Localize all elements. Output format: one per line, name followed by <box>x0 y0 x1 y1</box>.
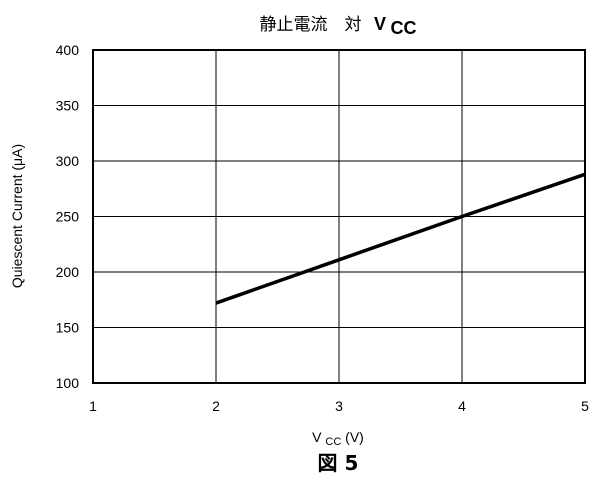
chart-title-prefix: 静止電流 対 <box>260 15 362 35</box>
chart-title-sub: CC <box>390 18 416 38</box>
series-line <box>215 172 586 305</box>
y-axis-label: Quiescent Current (μA) <box>9 144 25 288</box>
y-tick-labels: 100 150 200 250 300 350 400 <box>56 42 80 391</box>
y-tick-label: 100 <box>56 375 80 391</box>
x-axis-label: V CC (V) <box>312 429 364 448</box>
y-tick-label: 400 <box>56 42 80 58</box>
x-axis-label-sub: CC <box>325 436 341 448</box>
x-tick-labels: 1 2 3 4 5 <box>89 398 589 414</box>
x-axis-label-unit: (V) <box>345 429 364 445</box>
plot-frame <box>92 49 586 384</box>
x-axis-label-var: V <box>312 429 322 445</box>
x-tick-label: 4 <box>458 398 466 414</box>
x-tick-label: 5 <box>581 398 589 414</box>
figure-caption: 図 5 <box>318 451 359 475</box>
x-tick-label: 2 <box>212 398 220 414</box>
y-tick-label: 150 <box>56 320 80 336</box>
chart-title-var: V <box>374 14 386 34</box>
x-tick-label: 1 <box>89 398 97 414</box>
y-tick-label: 200 <box>56 264 80 280</box>
chart-title: 静止電流 対 V CC <box>260 14 417 38</box>
series-layer <box>215 172 586 305</box>
x-tick-label: 3 <box>335 398 343 414</box>
y-tick-label: 350 <box>56 98 80 114</box>
y-tick-label: 300 <box>56 153 80 169</box>
y-tick-label: 250 <box>56 209 80 225</box>
grid-lines <box>93 50 585 383</box>
